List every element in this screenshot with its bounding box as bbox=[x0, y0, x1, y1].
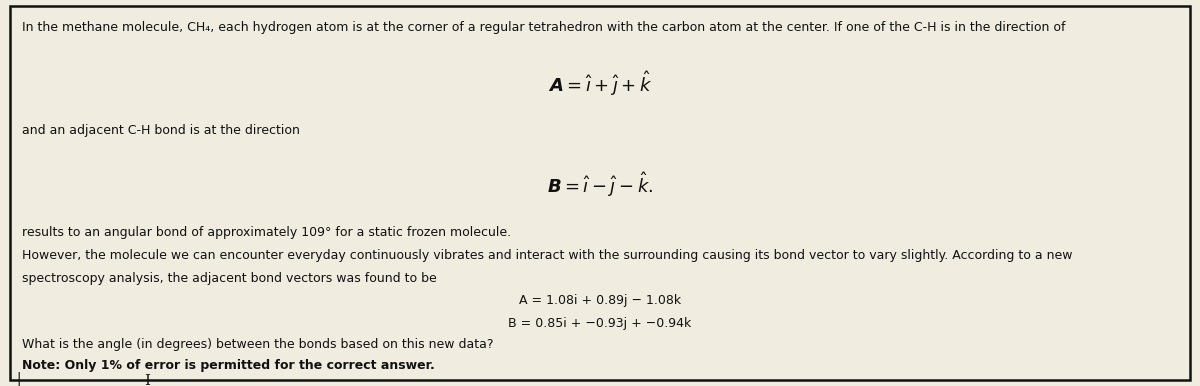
FancyBboxPatch shape bbox=[10, 6, 1190, 380]
Text: B = 0.85i + −0.93j + −0.94k: B = 0.85i + −0.93j + −0.94k bbox=[509, 317, 691, 330]
Text: I: I bbox=[144, 374, 150, 386]
Text: $\boldsymbol{A} = \hat{\imath} + \hat{\jmath} + \hat{k}$: $\boldsymbol{A} = \hat{\imath} + \hat{\j… bbox=[547, 69, 653, 98]
Text: In the methane molecule, CH₄, each hydrogen atom is at the corner of a regular t: In the methane molecule, CH₄, each hydro… bbox=[22, 21, 1066, 34]
Text: $\boldsymbol{B} = \hat{\imath} - \hat{\jmath} - \hat{k}.$: $\boldsymbol{B} = \hat{\imath} - \hat{\j… bbox=[547, 170, 653, 198]
Text: However, the molecule we can encounter everyday continuously vibrates and intera: However, the molecule we can encounter e… bbox=[22, 249, 1072, 262]
Text: results to an angular bond of approximately 109° for a static frozen molecule.: results to an angular bond of approximat… bbox=[22, 226, 511, 239]
Text: What is the angle (in degrees) between the bonds based on this new data?: What is the angle (in degrees) between t… bbox=[22, 338, 493, 351]
Text: spectroscopy analysis, the adjacent bond vectors was found to be: spectroscopy analysis, the adjacent bond… bbox=[22, 272, 437, 285]
Text: and an adjacent C-H bond is at the direction: and an adjacent C-H bond is at the direc… bbox=[22, 124, 300, 137]
Text: |: | bbox=[14, 371, 23, 386]
Text: A = 1.08i + 0.89j − 1.08k: A = 1.08i + 0.89j − 1.08k bbox=[518, 294, 682, 307]
Text: Note: Only 1% of error is permitted for the correct answer.: Note: Only 1% of error is permitted for … bbox=[22, 359, 434, 372]
